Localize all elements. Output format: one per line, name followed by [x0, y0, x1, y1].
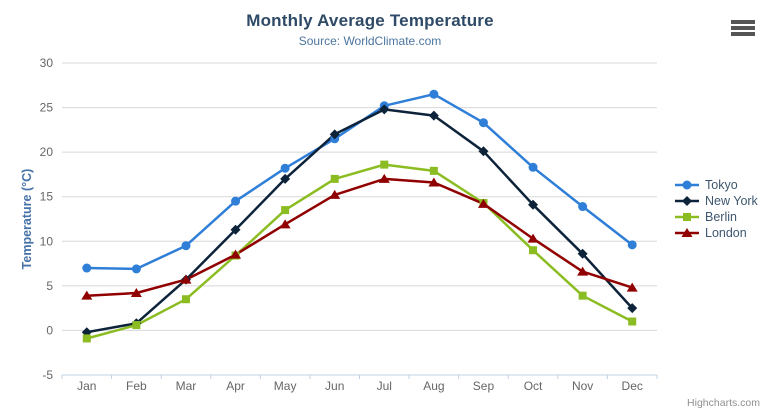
- series-line-tokyo: [85, 92, 634, 271]
- triangle-legend-marker-icon: [675, 228, 699, 237]
- data-point-tokyo[interactable]: [627, 240, 637, 250]
- data-point-new-york[interactable]: [577, 248, 588, 259]
- series-line-berlin: [85, 163, 634, 340]
- x-axis-tick-label: Apr: [226, 379, 245, 393]
- x-axis-tick-label: Sep: [473, 379, 495, 393]
- data-point-london[interactable]: [428, 177, 440, 187]
- x-axis-tick-label: Jan: [77, 379, 96, 393]
- legend: Tokyo New York Berlin London: [674, 177, 766, 241]
- data-point-new-york[interactable]: [230, 224, 241, 235]
- data-point-berlin[interactable]: [330, 174, 339, 183]
- square-legend-marker-icon: [675, 213, 699, 221]
- credits-link[interactable]: Highcharts.com: [687, 397, 760, 409]
- data-point-berlin[interactable]: [529, 246, 538, 255]
- export-menu-button[interactable]: [730, 19, 756, 37]
- data-point-berlin[interactable]: [132, 321, 141, 330]
- legend-item-berlin[interactable]: Berlin: [674, 209, 766, 225]
- data-point-tokyo[interactable]: [181, 241, 191, 251]
- x-axis-tick-label: Feb: [126, 379, 147, 393]
- legend-item-new-york[interactable]: New York: [674, 193, 766, 209]
- x-axis-tick-label: Aug: [423, 379, 444, 393]
- y-axis-tick-label: 0: [46, 323, 53, 337]
- data-point-berlin[interactable]: [380, 160, 389, 169]
- data-point-london[interactable]: [378, 173, 390, 183]
- data-point-london[interactable]: [477, 198, 489, 208]
- series-line-london: [85, 177, 634, 297]
- data-point-berlin[interactable]: [181, 295, 190, 304]
- legend-label: London: [705, 226, 747, 240]
- legend-label: Tokyo: [705, 178, 738, 192]
- x-axis-tick-label: Dec: [622, 379, 643, 393]
- data-point-new-york[interactable]: [627, 303, 638, 314]
- hamburger-icon: [731, 26, 755, 30]
- data-point-new-york[interactable]: [528, 199, 539, 210]
- series-line-new-york: [85, 108, 634, 334]
- y-axis-tick-label: -5: [42, 368, 53, 382]
- hamburger-icon: [731, 32, 755, 36]
- data-point-london[interactable]: [577, 266, 589, 276]
- legend-label: New York: [705, 194, 758, 208]
- data-point-london[interactable]: [130, 287, 142, 297]
- data-point-tokyo[interactable]: [429, 89, 439, 99]
- x-axis-tick-label: Mar: [176, 379, 197, 393]
- data-point-new-york[interactable]: [428, 110, 439, 121]
- data-point-london[interactable]: [626, 282, 638, 292]
- x-axis-tick-label: May: [274, 379, 297, 393]
- data-point-london[interactable]: [81, 290, 93, 300]
- data-point-berlin[interactable]: [578, 291, 587, 300]
- data-point-london[interactable]: [180, 274, 192, 284]
- data-point-berlin[interactable]: [628, 317, 637, 326]
- hamburger-icon: [731, 20, 755, 24]
- data-point-new-york[interactable]: [478, 146, 489, 157]
- data-point-new-york[interactable]: [280, 173, 291, 184]
- data-point-berlin[interactable]: [82, 334, 91, 343]
- y-axis-tick-label: 10: [40, 234, 54, 248]
- data-point-new-york[interactable]: [329, 129, 340, 140]
- data-point-london[interactable]: [527, 233, 539, 243]
- y-axis-tick-label: 30: [40, 56, 54, 70]
- y-axis-tick-label: 5: [46, 279, 53, 293]
- legend-item-tokyo[interactable]: Tokyo: [674, 177, 766, 193]
- circle-legend-marker-icon: [675, 180, 699, 190]
- data-point-london[interactable]: [279, 219, 291, 229]
- data-point-tokyo[interactable]: [231, 196, 241, 206]
- legend-item-london[interactable]: London: [674, 225, 766, 241]
- data-point-london[interactable]: [230, 249, 242, 259]
- data-point-tokyo[interactable]: [82, 263, 92, 273]
- data-point-tokyo[interactable]: [578, 202, 588, 212]
- x-axis-tick-label: Oct: [524, 379, 543, 393]
- x-axis-tick-label: Jun: [325, 379, 344, 393]
- x-axis-tick-label: Nov: [572, 379, 593, 393]
- data-point-tokyo[interactable]: [131, 264, 141, 274]
- y-axis-tick-label: 15: [40, 190, 54, 204]
- y-axis-tick-label: 20: [40, 145, 54, 159]
- data-point-tokyo[interactable]: [478, 118, 488, 128]
- data-point-berlin[interactable]: [281, 206, 290, 215]
- y-axis-tick-label: 25: [40, 101, 54, 115]
- y-axis-title: Temperature (°C): [20, 169, 34, 270]
- data-point-tokyo[interactable]: [528, 162, 538, 172]
- chart-title: Monthly Average Temperature: [246, 11, 494, 30]
- x-axis-tick-label: Jul: [377, 379, 392, 393]
- data-point-london[interactable]: [329, 189, 341, 199]
- chart-subtitle: Source: WorldClimate.com: [298, 34, 442, 48]
- data-point-berlin[interactable]: [429, 166, 438, 175]
- legend-label: Berlin: [705, 210, 737, 224]
- data-point-tokyo[interactable]: [280, 163, 290, 173]
- diamond-legend-marker-icon: [675, 196, 699, 206]
- data-point-new-york[interactable]: [379, 104, 390, 115]
